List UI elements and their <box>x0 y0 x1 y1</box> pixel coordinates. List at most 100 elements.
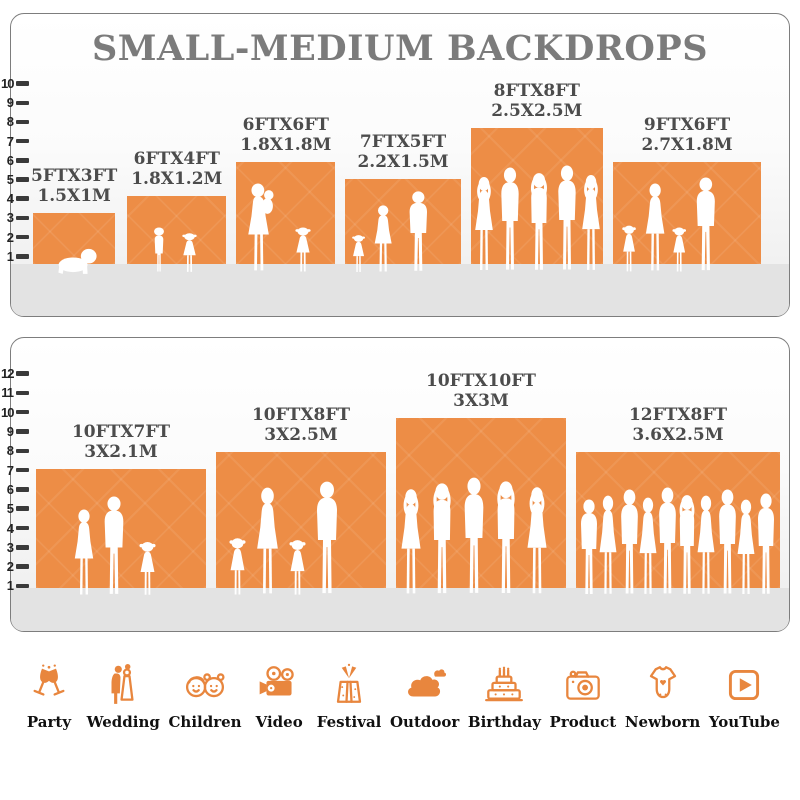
backdrop-5x3: 5FTX3FT 1.5X1M <box>31 165 118 274</box>
category-festival: Festival <box>317 662 381 731</box>
ruler-tick-mark <box>16 81 29 86</box>
ruler-tick-number: 1 <box>6 248 14 264</box>
size-m-label: 1.8X1.8M <box>240 135 332 156</box>
backdrop-swatch <box>396 418 566 594</box>
ruler-tick-number: 10 <box>1 404 14 420</box>
size-m-label: 3.6X2.5M <box>632 425 724 446</box>
backdrop-swatch <box>216 452 386 595</box>
category-newborn: Newborn <box>625 662 700 731</box>
category-row: Party Wedding Children <box>0 662 800 731</box>
floor-panel1 <box>11 264 789 316</box>
ruler-tick-number: 10 <box>1 76 14 92</box>
newborn-icon <box>649 666 676 699</box>
ruler-tick-number: 5 <box>6 172 14 188</box>
size-m-label: 3X2.1M <box>84 442 158 463</box>
size-ft-label: 12FTX8FT <box>628 404 728 425</box>
ruler-tick-mark <box>16 177 29 182</box>
ruler-tick-mark <box>16 564 29 569</box>
ruler-tick-number: 8 <box>6 443 14 459</box>
category-label: YouTube <box>708 713 780 731</box>
ruler-tick-number: 6 <box>6 152 14 168</box>
ruler-tick-number: 7 <box>6 462 14 478</box>
ruler-tick-number: 3 <box>6 539 14 555</box>
ruler-tick-number: 4 <box>6 520 14 536</box>
ruler-tick-number: 4 <box>6 191 14 207</box>
size-ft-label: 6FTX4FT <box>133 148 220 169</box>
backdrop-swatch <box>127 196 227 272</box>
size-ft-label: 5FTX3FT <box>31 165 118 186</box>
ruler-tick-mark <box>16 545 29 550</box>
category-label: Product <box>549 713 617 731</box>
category-label: Newborn <box>624 713 701 731</box>
ruler-tick-mark <box>16 525 29 531</box>
page-title: SMALL-MEDIUM BACKDROPS <box>91 28 709 69</box>
ruler-tick-mark <box>16 409 29 415</box>
category-product: Product <box>549 662 617 731</box>
size-m-label: 2.7X1.8M <box>641 135 733 156</box>
ruler-tick-number: 8 <box>6 114 14 130</box>
wedding-icon <box>111 663 134 704</box>
backdrop-swatch <box>236 162 336 272</box>
backdrop-7x5: 7FTX5FT 2.2X1.5M <box>345 131 461 273</box>
ruler-tick-mark <box>16 487 29 492</box>
ruler-tick-mark <box>16 196 29 201</box>
floor-panel2 <box>11 588 789 631</box>
category-youtube: YouTube <box>709 662 780 731</box>
people-silhouette <box>474 165 600 270</box>
ruler-tick-number: 2 <box>6 559 14 575</box>
backdrop-label: 10FTX7FT 3X2.1M <box>72 422 170 463</box>
size-ft-label: 7FTX5FT <box>359 131 447 152</box>
backdrop-label: 10FTX10FT 3X3M <box>426 371 536 412</box>
people-silhouette <box>248 183 311 272</box>
ruler-feet-panel1: 10 9 8 7 6 5 4 3 2 1 <box>1 74 29 266</box>
people-silhouette <box>352 191 428 273</box>
backdrop-label: 9FTX6FT 2.7X1.8M <box>641 115 732 156</box>
size-m-label: 2.5X2.5M <box>491 101 583 122</box>
panel-small-backdrops: SMALL-MEDIUM BACKDROPS 10 9 8 7 6 5 4 3 2 1 5FTX3… <box>1 13 790 317</box>
backdrop-swatch <box>470 128 603 270</box>
backdrop-label: 12FTX8FT 3.6X2.5M <box>629 405 727 446</box>
ruler-tick-mark <box>16 583 29 589</box>
ruler-tick-number: 6 <box>6 481 14 497</box>
backdrop-label: 10FTX8FT 3X2.5M <box>252 405 350 446</box>
people-silhouette <box>154 227 197 272</box>
category-label: Party <box>26 713 72 731</box>
category-label: Wedding <box>86 713 160 731</box>
backdrop-label: 8FTX8FT 2.5X2.5M <box>491 81 582 122</box>
birthday-icon <box>485 666 524 702</box>
festival-icon <box>336 663 362 703</box>
ruler-tick-number: 1 <box>6 578 14 594</box>
category-label: Birthday <box>467 713 541 731</box>
size-ft-label: 6FTX6FT <box>242 114 329 135</box>
size-ft-label: 10FTX10FT <box>426 370 536 391</box>
people-silhouette <box>401 477 547 594</box>
ruler-tick-mark <box>16 254 29 259</box>
people-silhouette <box>581 487 774 594</box>
ruler-tick-mark <box>16 138 29 144</box>
bars-panel1: 5FTX3FT 1.5X1M 6FTX4FT 1.8X1.2M <box>31 81 762 274</box>
ruler-tick-number: 3 <box>6 210 14 226</box>
ruler-tick-number: 9 <box>6 95 14 111</box>
size-m-label: 2.2X1.5M <box>357 152 449 173</box>
ruler-tick-number: 11 <box>1 385 14 401</box>
ruler-tick-mark <box>16 234 29 240</box>
backdrop-swatch <box>612 162 762 272</box>
video-icon <box>259 666 294 696</box>
size-m-label: 1.8X1.2M <box>131 169 223 190</box>
category-video: Video <box>250 662 308 731</box>
size-m-label: 3X2.5M <box>264 425 338 446</box>
ruler-tick-number: 5 <box>6 501 14 517</box>
backdrop-12x8: 12FTX8FT 3.6X2.5M <box>576 405 780 594</box>
backdrop-swatch <box>576 452 780 594</box>
backdrop-9x6: 9FTX6FT 2.7X1.8M <box>612 115 762 272</box>
category-label: Video <box>255 713 303 731</box>
ruler-tick-number: 2 <box>6 229 14 245</box>
backdrop-swatch <box>36 469 206 595</box>
size-ft-label: 9FTX6FT <box>643 114 731 135</box>
ruler-tick-mark <box>16 506 29 511</box>
size-ft-label: 10FTX8FT <box>251 404 351 425</box>
people-silhouette <box>74 496 156 595</box>
backdrop-10x7: 10FTX7FT 3X2.1M <box>36 422 206 595</box>
children-icon <box>185 673 225 698</box>
size-ft-label: 8FTX8FT <box>493 80 580 101</box>
